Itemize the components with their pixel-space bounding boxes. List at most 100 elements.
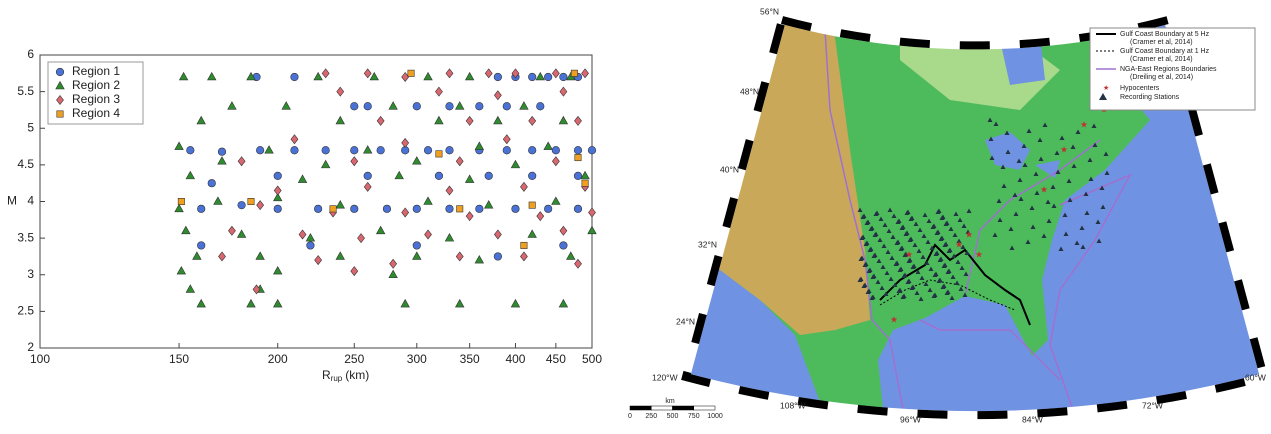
point — [175, 204, 183, 212]
point — [307, 242, 315, 250]
point — [574, 146, 582, 154]
scale-label: 0 — [628, 413, 632, 420]
point — [445, 234, 453, 242]
point — [330, 206, 336, 212]
point — [436, 151, 442, 157]
point — [560, 226, 567, 235]
scale-segment — [630, 406, 651, 410]
point — [574, 259, 581, 268]
point — [494, 73, 502, 81]
point — [456, 102, 464, 110]
point — [238, 157, 245, 166]
point — [511, 300, 519, 308]
figure: ★★★★★★★★★ 56°N 48°N 40°N 32°N 24°N 120°W… — [0, 0, 1271, 429]
point — [257, 201, 264, 210]
point — [178, 198, 184, 204]
point — [503, 146, 511, 154]
x-tick-label: 200 — [268, 352, 288, 366]
point — [186, 285, 194, 293]
scale-unit: km — [665, 398, 675, 405]
point — [521, 242, 527, 248]
map-legend: Gulf Coast Boundary at 5 Hz (Cramer et a… — [1090, 28, 1255, 110]
point — [337, 87, 344, 96]
point — [485, 69, 492, 78]
hypocenter: ★ — [975, 249, 983, 259]
x-axis-label-part: rup — [331, 374, 343, 383]
point — [358, 234, 365, 243]
point — [511, 160, 519, 168]
point — [520, 182, 527, 191]
legend-marker — [56, 68, 64, 76]
point — [424, 197, 432, 205]
point — [364, 69, 371, 78]
point — [256, 252, 264, 260]
point — [476, 205, 484, 213]
point — [466, 116, 473, 125]
point — [544, 73, 552, 81]
hypocenter: ★ — [955, 239, 963, 249]
point — [390, 259, 397, 268]
point — [446, 205, 454, 213]
point — [560, 73, 568, 81]
scale-label: 500 — [667, 413, 679, 420]
point — [446, 186, 453, 195]
point — [435, 116, 443, 124]
point — [298, 175, 306, 183]
y-tick-label: 3.5 — [17, 230, 34, 244]
point — [413, 205, 421, 213]
point — [218, 157, 226, 165]
hypocenter: ★ — [1080, 119, 1088, 129]
point — [528, 146, 536, 154]
point — [494, 91, 501, 100]
point — [177, 267, 185, 275]
point — [218, 252, 225, 261]
x-tick-label: 350 — [460, 352, 480, 366]
point — [315, 256, 322, 265]
point — [291, 135, 298, 144]
point — [582, 180, 588, 186]
point — [574, 205, 582, 213]
point — [314, 72, 322, 80]
point — [193, 252, 201, 260]
point — [395, 171, 403, 179]
point — [544, 205, 552, 213]
point — [589, 208, 596, 217]
point — [377, 146, 385, 154]
point — [475, 142, 483, 150]
point — [446, 69, 453, 78]
legend-label: Region 2 — [72, 78, 120, 92]
point — [197, 242, 205, 250]
point — [282, 102, 290, 110]
point — [377, 116, 384, 125]
point — [588, 226, 596, 234]
point — [446, 146, 454, 154]
point — [456, 157, 463, 166]
scale-label: 250 — [645, 413, 657, 420]
point — [520, 252, 527, 261]
lon-label: 96°W — [900, 414, 921, 424]
legend-text: (Cramer et al, 2014) — [1130, 56, 1193, 63]
point — [336, 252, 344, 260]
point — [544, 142, 552, 150]
point — [494, 230, 501, 239]
point — [389, 102, 397, 110]
legend-text: Hypocenters — [1120, 85, 1160, 92]
point — [560, 87, 567, 96]
legend-text: Gulf Coast Boundary at 5 Hz — [1120, 31, 1210, 38]
point — [350, 146, 358, 154]
point — [571, 70, 577, 76]
point — [582, 69, 589, 78]
point — [560, 242, 568, 250]
point — [175, 142, 183, 150]
point — [214, 197, 222, 205]
point — [208, 179, 216, 187]
point — [552, 146, 560, 154]
legend-text: (Cramer et al, 2014) — [1130, 39, 1193, 46]
point — [256, 146, 264, 154]
point — [559, 300, 567, 308]
point — [401, 300, 409, 308]
point — [208, 72, 216, 80]
point — [465, 175, 473, 183]
point — [351, 267, 358, 276]
legend-symbol: ★ — [1103, 84, 1109, 92]
